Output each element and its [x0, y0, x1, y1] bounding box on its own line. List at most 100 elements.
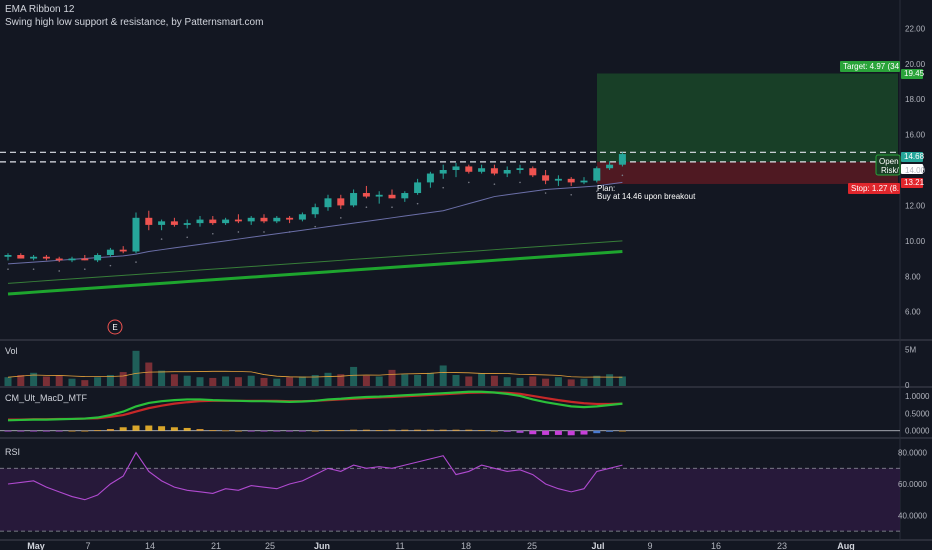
entry2-price-tag-bg — [901, 164, 923, 174]
candle-body — [516, 168, 524, 170]
open-label: Open — [879, 157, 899, 166]
macd-histogram-bar — [567, 430, 575, 436]
macd-histogram-bar — [311, 430, 319, 432]
volume-bar — [337, 374, 345, 386]
volume-bar — [350, 366, 358, 386]
stop-label-bg — [848, 183, 900, 194]
volume-bar — [234, 377, 242, 386]
macd-histogram-bar — [465, 429, 473, 431]
volume-bar — [516, 377, 524, 386]
price-tick-label: 16.00 — [905, 131, 926, 140]
volume-bar — [401, 374, 409, 386]
volume-bar — [580, 378, 588, 386]
candle-body — [106, 249, 114, 255]
price-tick-label: 12.00 — [905, 201, 926, 210]
volume-bar — [260, 377, 268, 386]
macd-histogram-bar — [478, 430, 486, 431]
swing-dot — [468, 181, 470, 184]
candle-body — [503, 170, 511, 174]
macd-tick-label: 1.0000 — [905, 392, 930, 401]
time-tick-label: 25 — [527, 541, 537, 550]
macd-histogram-bar — [298, 430, 306, 432]
candle-body — [17, 255, 25, 259]
volume-bar — [286, 377, 294, 386]
swing-dot — [596, 190, 598, 193]
candle-body — [362, 193, 370, 197]
candle-body — [55, 258, 63, 261]
candle-body — [247, 217, 255, 222]
candle-body — [260, 217, 268, 222]
macd-histogram-bar — [55, 430, 63, 432]
volume-bar — [388, 369, 396, 386]
macd-histogram-bar — [158, 426, 166, 431]
target-price-tag: 19.45 — [904, 69, 925, 78]
swing-dot — [109, 264, 112, 267]
candle-body — [81, 258, 89, 261]
volume-bar — [490, 375, 498, 386]
price-tick-label: 20.00 — [905, 60, 926, 69]
volume-bar — [30, 372, 38, 386]
volume-bar — [465, 376, 473, 386]
volume-bar — [170, 374, 178, 386]
volume-bar — [606, 374, 614, 386]
macd-histogram-bar — [375, 430, 383, 431]
candle-body — [606, 164, 614, 169]
time-tick-label: 25 — [265, 541, 275, 550]
risk-label: Risk/ — [881, 166, 900, 175]
candle-body — [593, 168, 601, 181]
macd-histogram-bar — [324, 430, 332, 431]
macd-histogram-bar — [209, 430, 217, 431]
candle-body — [567, 178, 575, 183]
target-price-tag-bg — [901, 69, 923, 79]
earnings-marker-circle — [107, 319, 123, 335]
time-tick-label: Jun — [314, 541, 330, 550]
volume-bar — [4, 377, 12, 386]
volume-pane-label: Vol — [5, 346, 18, 356]
volume-bar — [593, 375, 601, 386]
rsi-tick-label: 60.0000 — [898, 480, 927, 489]
macd-histogram-bar — [260, 430, 268, 432]
macd-histogram-bar — [286, 430, 294, 432]
macd-histogram-bar — [401, 429, 409, 431]
candle-body — [452, 166, 460, 170]
candle-body — [68, 258, 76, 261]
rsi-tick-label: 40.0000 — [898, 511, 927, 520]
time-tick-label: 18 — [461, 541, 471, 550]
volume-bar — [55, 375, 63, 386]
volume-ma-line — [7, 370, 623, 378]
candle-body — [30, 256, 38, 259]
volume-bar — [503, 377, 511, 386]
time-tick-label: May — [27, 541, 45, 550]
macd-histogram-bar — [490, 430, 498, 432]
candle-body — [375, 194, 383, 197]
swing-dot — [519, 181, 521, 184]
volume-tick-label: 5M — [905, 345, 916, 354]
candle-body — [465, 166, 473, 172]
volume-bar — [209, 377, 217, 386]
macd-histogram-bar — [68, 430, 76, 432]
volume-bar — [542, 378, 550, 386]
swing-dot — [58, 270, 60, 272]
volume-bar — [529, 376, 537, 386]
macd-histogram-bar — [439, 429, 447, 431]
macd-histogram-bar — [4, 430, 12, 432]
candle-body — [234, 219, 242, 222]
candle-body — [554, 178, 562, 181]
candle-body — [222, 219, 230, 224]
candle-body — [618, 154, 626, 165]
open-risk-box — [875, 154, 901, 176]
time-tick-label: 7 — [85, 541, 90, 550]
macd-histogram-bar — [106, 429, 114, 431]
ema-ribbon-line-upper — [7, 240, 623, 284]
rsi-line — [7, 451, 623, 501]
macd-histogram-bar — [362, 429, 370, 431]
candle-body — [273, 217, 281, 222]
macd-histogram-bar — [554, 430, 562, 435]
macd-histogram-bar — [132, 425, 140, 431]
time-tick-label: Aug — [837, 541, 855, 550]
swing-dot — [442, 186, 445, 189]
volume-bar — [247, 375, 255, 386]
target-zone — [597, 73, 898, 162]
volume-bar — [439, 365, 447, 386]
candle-body — [42, 256, 50, 259]
